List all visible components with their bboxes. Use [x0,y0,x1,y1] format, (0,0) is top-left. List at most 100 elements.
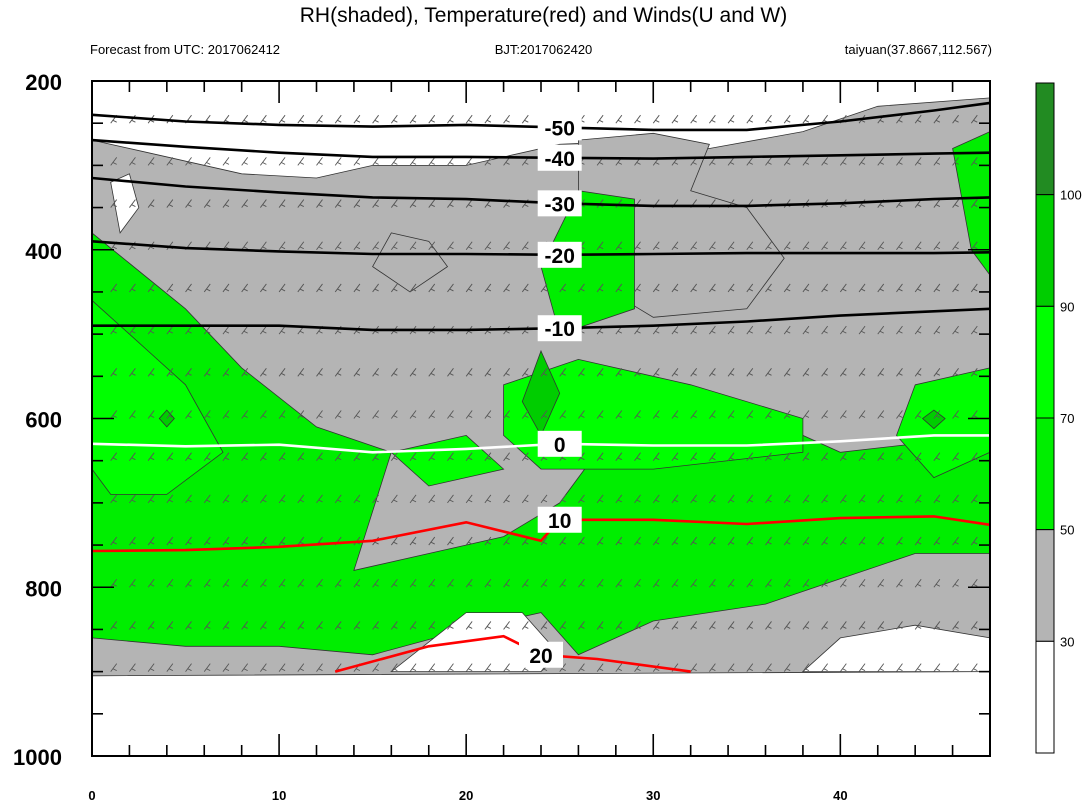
wind-barb [447,536,454,546]
wind-barb [203,157,211,166]
wind-barb [933,325,941,335]
wind-barb [203,368,211,377]
wind-barb [297,536,305,546]
wind-barb [783,114,791,124]
wind-barb [952,241,959,251]
wind-barb [222,621,230,630]
wind-barb [709,114,716,124]
contour-label: -40 [545,148,575,171]
wind-barb [652,114,660,124]
wind-barb [390,452,398,461]
wind-barb [110,199,118,208]
wind-barb [428,578,436,588]
wind-barb [970,621,978,630]
wind-barb [783,410,791,419]
wind-barb [746,241,754,251]
wind-barb [615,494,623,504]
wind-barb [447,494,454,504]
wind-barb [222,157,230,166]
page-title: RH(shaded), Temperature(red) and Winds(U… [299,4,788,27]
colorbar-bin [1035,640,1055,754]
wind-barb [952,621,959,630]
wind-barb [316,663,323,672]
wind-barb [409,494,417,504]
x-tick-label: 30 [646,788,660,803]
wind-barb [802,368,810,377]
wind-barb [147,494,155,504]
wind-barb [503,452,510,461]
wind-barb [596,114,604,124]
wind-barb [839,283,847,293]
wind-barb [615,621,623,630]
wind-barb [858,578,866,588]
wind-barb [129,199,136,208]
wind-barb [110,325,118,335]
wind-barb [671,325,679,335]
wind-barb [634,578,641,588]
wind-barb [596,283,604,293]
wind-barb [858,325,866,335]
wind-barb [147,452,155,461]
wind-barb [877,663,885,672]
wind-barb [297,199,305,208]
wind-barb [858,452,866,461]
wind-barb [783,325,791,335]
wind-barb [578,578,585,588]
wind-barb [802,114,810,124]
wind-barb [914,368,922,377]
wind-barb [278,410,286,419]
wind-barb [241,157,249,166]
wind-barb [952,325,959,335]
wind-barb [409,536,417,546]
wind-barb [709,663,716,672]
wind-barb [690,410,698,419]
wind-barb [877,283,885,293]
wind-barb [765,283,772,293]
wind-barb [933,114,941,124]
wind-barb [203,452,211,461]
wind-barb [166,283,174,293]
wind-barb [765,536,772,546]
wind-barb [727,368,735,377]
wind-barb [802,663,810,672]
wind-barb [970,410,978,419]
wind-barb [783,157,791,166]
wind-barb [933,157,941,166]
wind-barb [952,663,959,672]
rh-region-10 [158,409,175,428]
wind-barb [147,663,155,672]
x-tick-label: 0 [88,788,95,803]
colorbar-bin [1035,417,1055,531]
wind-barb [709,452,716,461]
wind-barb [147,157,155,166]
contour-label-bg [537,114,582,141]
contour-label: 0 [554,434,566,457]
wind-barb [727,452,735,461]
wind-barb [390,578,398,588]
wind-barb [390,536,398,546]
wind-barb [578,283,585,293]
wind-barb [316,494,323,504]
wind-barb [129,578,136,588]
wind-barb [129,410,136,419]
wind-barb [952,410,959,419]
wind-barb [203,410,211,419]
wind-barb [353,114,361,124]
wind-barb [260,325,267,335]
wind-barb [821,452,828,461]
wind-barb [484,114,492,124]
wind-barb [129,325,136,335]
x-tick-label: 10 [272,788,286,803]
wind-barb [447,114,454,124]
wind-barb [952,114,959,124]
contour-label: -30 [545,193,575,216]
wind-barb [185,621,192,630]
wind-barb [110,663,118,672]
wind-barb [821,663,828,672]
y-tick-label: 200 [25,70,62,95]
wind-barb [465,283,473,293]
wind-barb [615,114,623,124]
wind-barb [241,325,249,335]
wind-barb [241,621,249,630]
